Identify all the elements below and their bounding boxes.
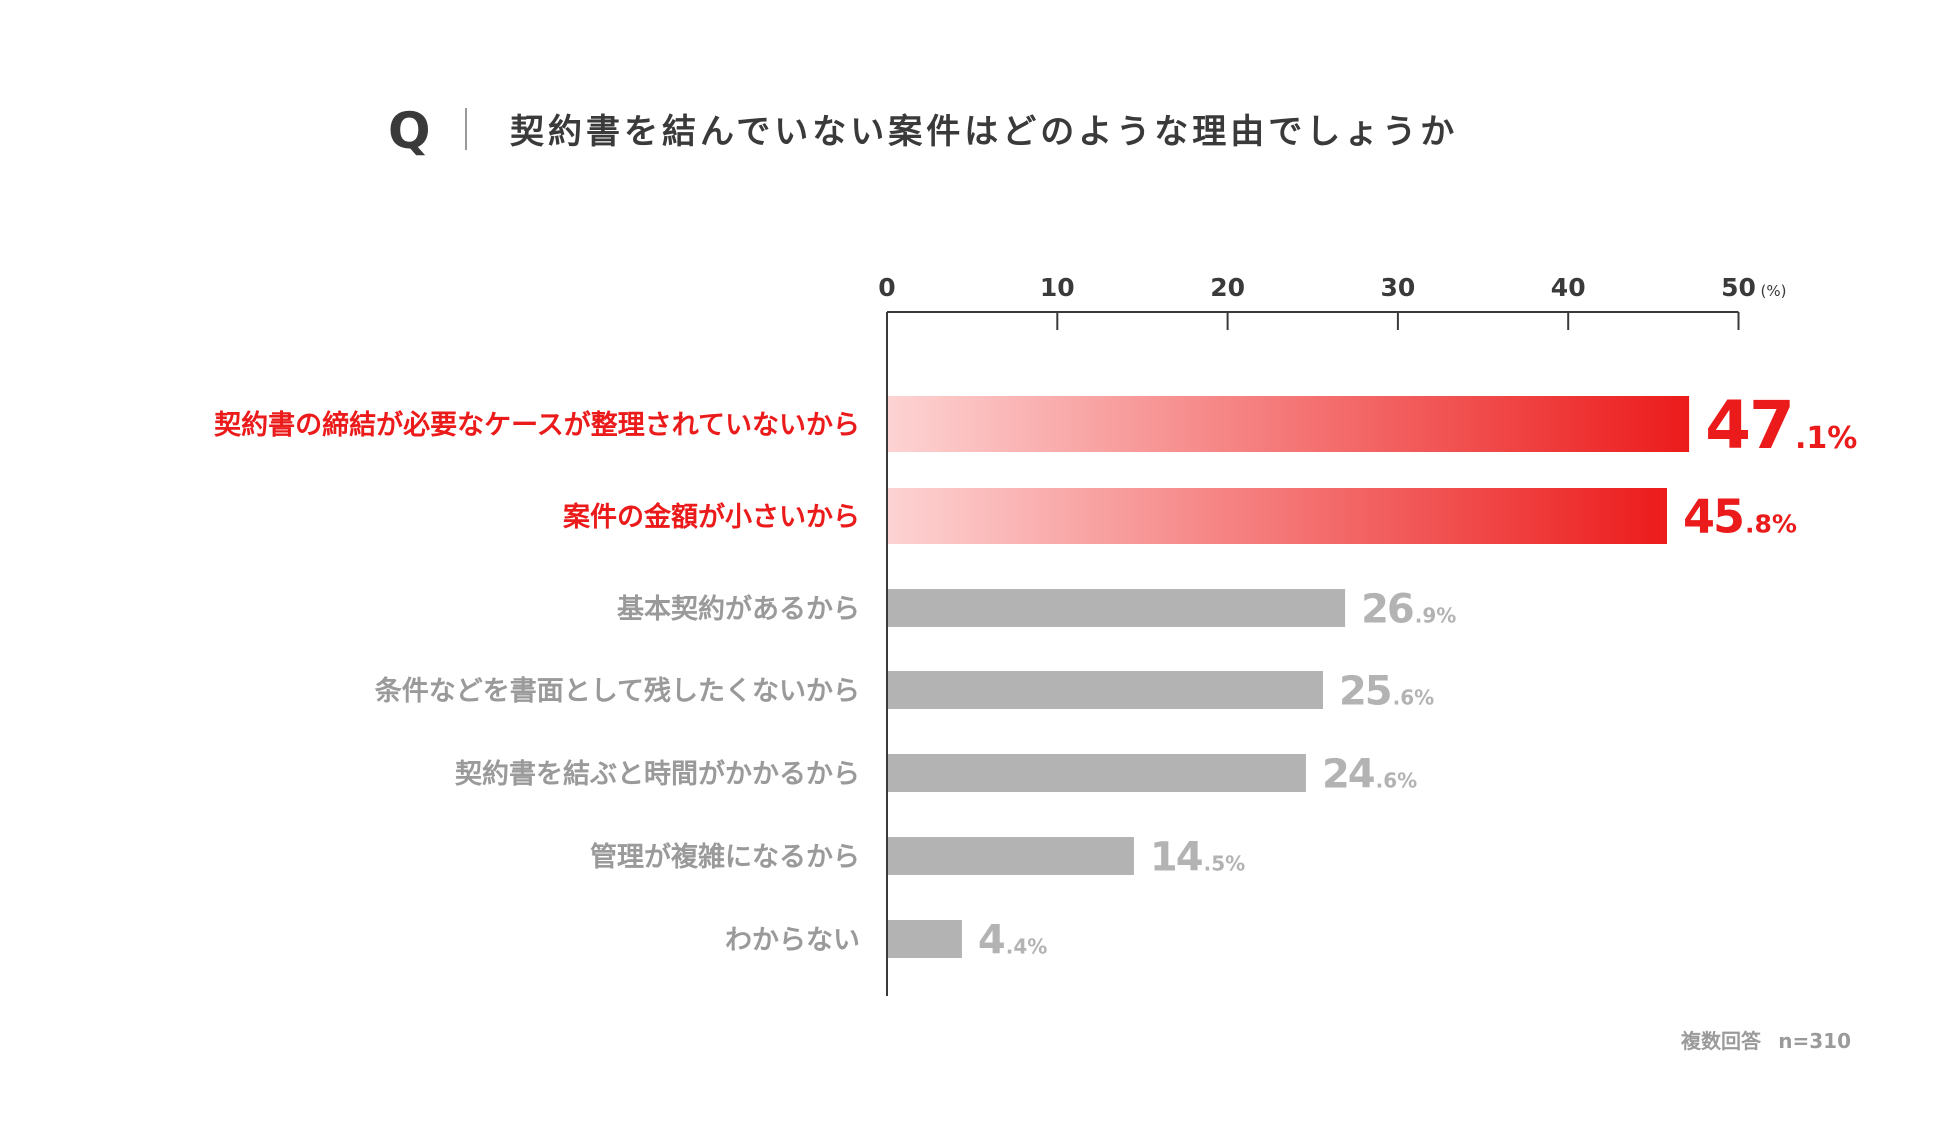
x-tick-label: 20 (1210, 273, 1245, 302)
value-label: 45.8% (1683, 490, 1797, 544)
category-label: 契約書を結ぶと時間がかかるから (455, 758, 860, 790)
bar-row: 管理が複雑になるから 14.5% (590, 834, 1245, 880)
category-label: 案件の金額が小さいから (562, 501, 860, 533)
bar-row: 条件などを書面として残したくないから 25.6% (375, 668, 1434, 714)
response-type-note: 複数回答 (1681, 1029, 1762, 1053)
bar (888, 837, 1134, 875)
category-label: 契約書の締結が必要なケースが整理されていないから (214, 409, 860, 441)
bar (888, 671, 1323, 709)
bar-row: 基本契約があるから 26.9% (617, 586, 1456, 632)
value-label: 4.4% (978, 917, 1047, 963)
x-tick-label: 0 (878, 273, 895, 302)
category-label: 条件などを書面として残したくないから (375, 676, 860, 707)
x-axis: 0 10 20 30 40 50 (%) (878, 273, 1786, 996)
x-tick-label: 40 (1551, 273, 1586, 302)
bar-row: 契約書を結ぶと時間がかかるから 24.6% (455, 751, 1417, 797)
value-label: 25.6% (1339, 668, 1434, 714)
bar-row: 契約書の締結が必要なケースが整理されていないから 47.1% (214, 387, 1857, 464)
sample-size-note: n=310 (1778, 1029, 1851, 1053)
value-label: 24.6% (1322, 751, 1417, 797)
bar (888, 754, 1306, 792)
bar (888, 396, 1690, 452)
x-tick-label: 10 (1040, 273, 1075, 302)
category-label: 管理が複雑になるから (590, 841, 860, 873)
bar (888, 920, 962, 958)
x-tick-label: 30 (1381, 273, 1416, 302)
value-label: 26.9% (1361, 586, 1456, 632)
bar-row: 案件の金額が小さいから 45.8% (562, 488, 1797, 544)
value-label: 14.5% (1150, 834, 1245, 880)
bar (888, 488, 1667, 544)
bar-row: わからない 4.4% (725, 917, 1047, 963)
bars: 契約書の締結が必要なケースが整理されていないから 47.1% 案件の金額が小さいから… (214, 387, 1857, 964)
value-label: 47.1% (1705, 387, 1857, 464)
category-label: わからない (725, 925, 860, 956)
x-tick-label: 50 (1721, 273, 1756, 302)
question-mark-label: Q (388, 102, 431, 160)
bar (888, 589, 1346, 627)
x-axis-unit-label: (%) (1761, 282, 1787, 300)
category-label: 基本契約があるから (617, 593, 860, 625)
question-title: 契約書を結んでいない案件はどのような理由でしょうか (510, 112, 1458, 152)
